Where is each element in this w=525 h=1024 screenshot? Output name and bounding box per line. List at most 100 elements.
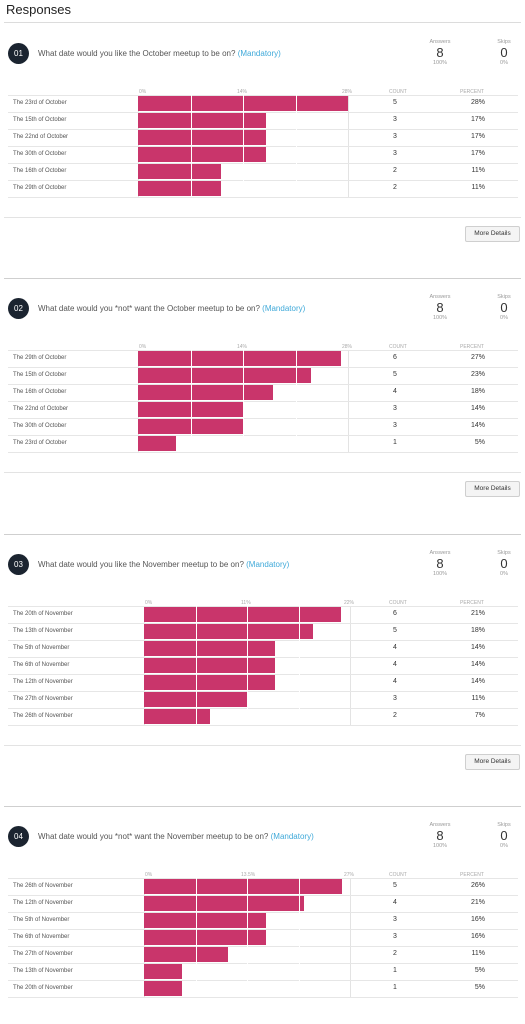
count-value: 5 bbox=[393, 99, 397, 106]
question-text-label: What date would you like the October mee… bbox=[38, 49, 236, 58]
count-value: 1 bbox=[393, 984, 397, 991]
category-label: The 30th of October bbox=[13, 423, 67, 429]
question-number-badge: 04 bbox=[8, 826, 29, 847]
percent-header: PERCENT bbox=[460, 89, 484, 95]
question-text: What date would you *not* want the Octob… bbox=[38, 304, 305, 313]
bar bbox=[138, 130, 266, 145]
bar bbox=[144, 879, 343, 894]
category-label: The 16th of October bbox=[13, 168, 67, 174]
category-label: The 30th of October bbox=[13, 151, 67, 157]
percent-value: 18% bbox=[470, 388, 485, 395]
answers-stat: Answers 8 100% bbox=[420, 294, 460, 321]
percent-value: 28% bbox=[470, 99, 485, 106]
percent-value: 5% bbox=[474, 984, 485, 991]
row-divider bbox=[8, 197, 518, 198]
skips-stat: Skips 0 0% bbox=[484, 294, 524, 321]
percent-header: PERCENT bbox=[460, 344, 484, 350]
gridline bbox=[350, 878, 351, 997]
answers-label: Answers bbox=[429, 294, 451, 300]
count-value: 3 bbox=[393, 116, 397, 123]
percent-value: 17% bbox=[470, 116, 485, 123]
footer-divider bbox=[4, 217, 521, 218]
question-divider bbox=[4, 534, 521, 535]
answers-percent: 100% bbox=[432, 60, 448, 66]
mandatory-tag: (Mandatory) bbox=[246, 560, 290, 569]
row-divider bbox=[8, 691, 518, 692]
percent-value: 18% bbox=[470, 627, 485, 634]
percent-value: 21% bbox=[470, 610, 485, 617]
row-divider bbox=[8, 895, 518, 896]
percent-value: 16% bbox=[470, 933, 485, 940]
x-tick-label: 0% bbox=[145, 600, 153, 606]
bar bbox=[144, 947, 228, 962]
question-number-badge: 03 bbox=[8, 554, 29, 575]
gridline bbox=[350, 606, 351, 725]
percent-value: 11% bbox=[471, 950, 486, 957]
x-tick-label: 28% bbox=[342, 89, 353, 95]
percent-value: 11% bbox=[471, 184, 486, 191]
question-block: 02 What date would you *not* want the Oct… bbox=[0, 278, 525, 512]
count-header: COUNT bbox=[389, 872, 407, 878]
category-label: The 20th of November bbox=[13, 985, 73, 991]
count-value: 2 bbox=[393, 184, 397, 191]
x-tick-label: 28% bbox=[342, 344, 353, 350]
category-label: The 27th of November bbox=[13, 951, 73, 957]
percent-value: 26% bbox=[470, 882, 485, 889]
skips-count: 0 bbox=[500, 556, 508, 571]
skips-percent: 0% bbox=[500, 843, 508, 849]
bar-gridline bbox=[243, 350, 244, 452]
bar bbox=[138, 351, 341, 366]
count-header: COUNT bbox=[389, 600, 407, 606]
row-divider bbox=[8, 623, 518, 624]
bar bbox=[144, 658, 276, 673]
question-number-badge: 02 bbox=[8, 298, 29, 319]
footer-divider bbox=[4, 472, 521, 473]
skips-percent: 0% bbox=[500, 315, 508, 321]
bar-gridline bbox=[243, 95, 244, 197]
answers-percent: 100% bbox=[432, 315, 448, 321]
row-divider bbox=[8, 640, 518, 641]
question-block: 03 What date would you like the November … bbox=[0, 534, 525, 785]
bar bbox=[144, 964, 183, 979]
row-divider bbox=[8, 384, 518, 385]
count-value: 1 bbox=[393, 967, 397, 974]
more-details-button[interactable]: More Details bbox=[465, 754, 520, 770]
row-divider bbox=[8, 435, 518, 436]
question-text-label: What date would you *not* want the Octob… bbox=[38, 304, 260, 313]
footer-divider bbox=[4, 745, 521, 746]
row-divider bbox=[8, 146, 518, 147]
more-details-button[interactable]: More Details bbox=[465, 481, 520, 497]
count-value: 4 bbox=[393, 899, 397, 906]
row-divider bbox=[8, 95, 518, 96]
answers-stat: Answers 8 100% bbox=[420, 550, 460, 577]
answers-label: Answers bbox=[429, 550, 451, 556]
row-divider bbox=[8, 912, 518, 913]
row-divider bbox=[8, 606, 518, 607]
bar bbox=[138, 181, 221, 196]
skips-percent: 0% bbox=[500, 571, 508, 577]
x-tick-label: 0% bbox=[145, 872, 153, 878]
count-value: 5 bbox=[393, 882, 397, 889]
count-value: 6 bbox=[393, 610, 397, 617]
mandatory-tag: (Mandatory) bbox=[262, 304, 306, 313]
category-label: The 29th of October bbox=[13, 185, 67, 191]
count-value: 4 bbox=[393, 661, 397, 668]
category-label: The 13th of November bbox=[13, 628, 73, 634]
count-value: 5 bbox=[393, 371, 397, 378]
x-tick-label: 0% bbox=[139, 89, 147, 95]
row-divider bbox=[8, 180, 518, 181]
count-value: 3 bbox=[393, 150, 397, 157]
answers-stat: Answers 8 100% bbox=[420, 39, 460, 66]
question-text: What date would you *not* want the Novem… bbox=[38, 832, 314, 841]
skips-label: Skips bbox=[497, 294, 511, 300]
row-divider bbox=[8, 997, 518, 998]
percent-header: PERCENT bbox=[460, 872, 484, 878]
count-value: 3 bbox=[393, 405, 397, 412]
bar-gridline bbox=[247, 878, 248, 997]
category-label: The 5th of November bbox=[13, 645, 70, 651]
row-divider bbox=[8, 452, 518, 453]
more-details-button[interactable]: More Details bbox=[465, 226, 520, 242]
x-tick-label: 27% bbox=[344, 872, 355, 878]
percent-value: 23% bbox=[470, 371, 485, 378]
category-label: The 13th of November bbox=[13, 968, 73, 974]
